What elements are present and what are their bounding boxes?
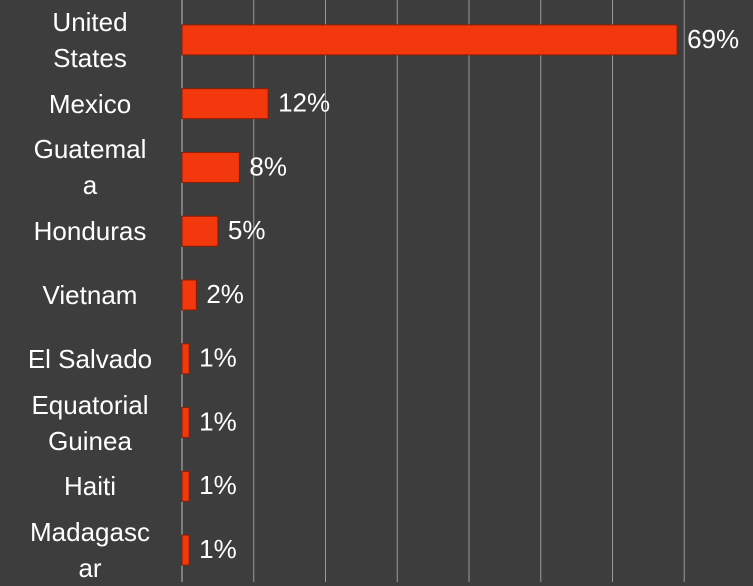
bar [181,88,269,120]
bar [181,534,190,566]
category-label: Honduras [33,216,147,247]
value-label: 1% [199,470,237,500]
category-label: Madagasc ar [30,517,150,584]
category-label: Guatemal a [33,134,147,201]
bar [181,215,219,247]
category-label: Vietnam [42,280,138,310]
value-label: 12% [278,88,330,118]
bar [181,470,190,502]
value-label: 1% [199,534,237,564]
bar [181,151,240,183]
bar [181,279,197,311]
value-label: 69% [687,24,739,54]
category-label: Mexico [48,88,132,119]
bar [181,24,678,56]
bar [181,407,190,439]
bar [181,343,190,375]
value-label: 8% [249,151,287,181]
category-label: Haiti [63,471,116,502]
value-label: 1% [199,406,237,436]
value-label: 2% [206,279,244,309]
category-label: El Salvado [27,343,153,374]
category-label: Equatorial Guinea [31,389,149,456]
category-label: United States [52,6,128,73]
value-label: 5% [228,215,266,245]
value-label: 1% [199,343,237,373]
